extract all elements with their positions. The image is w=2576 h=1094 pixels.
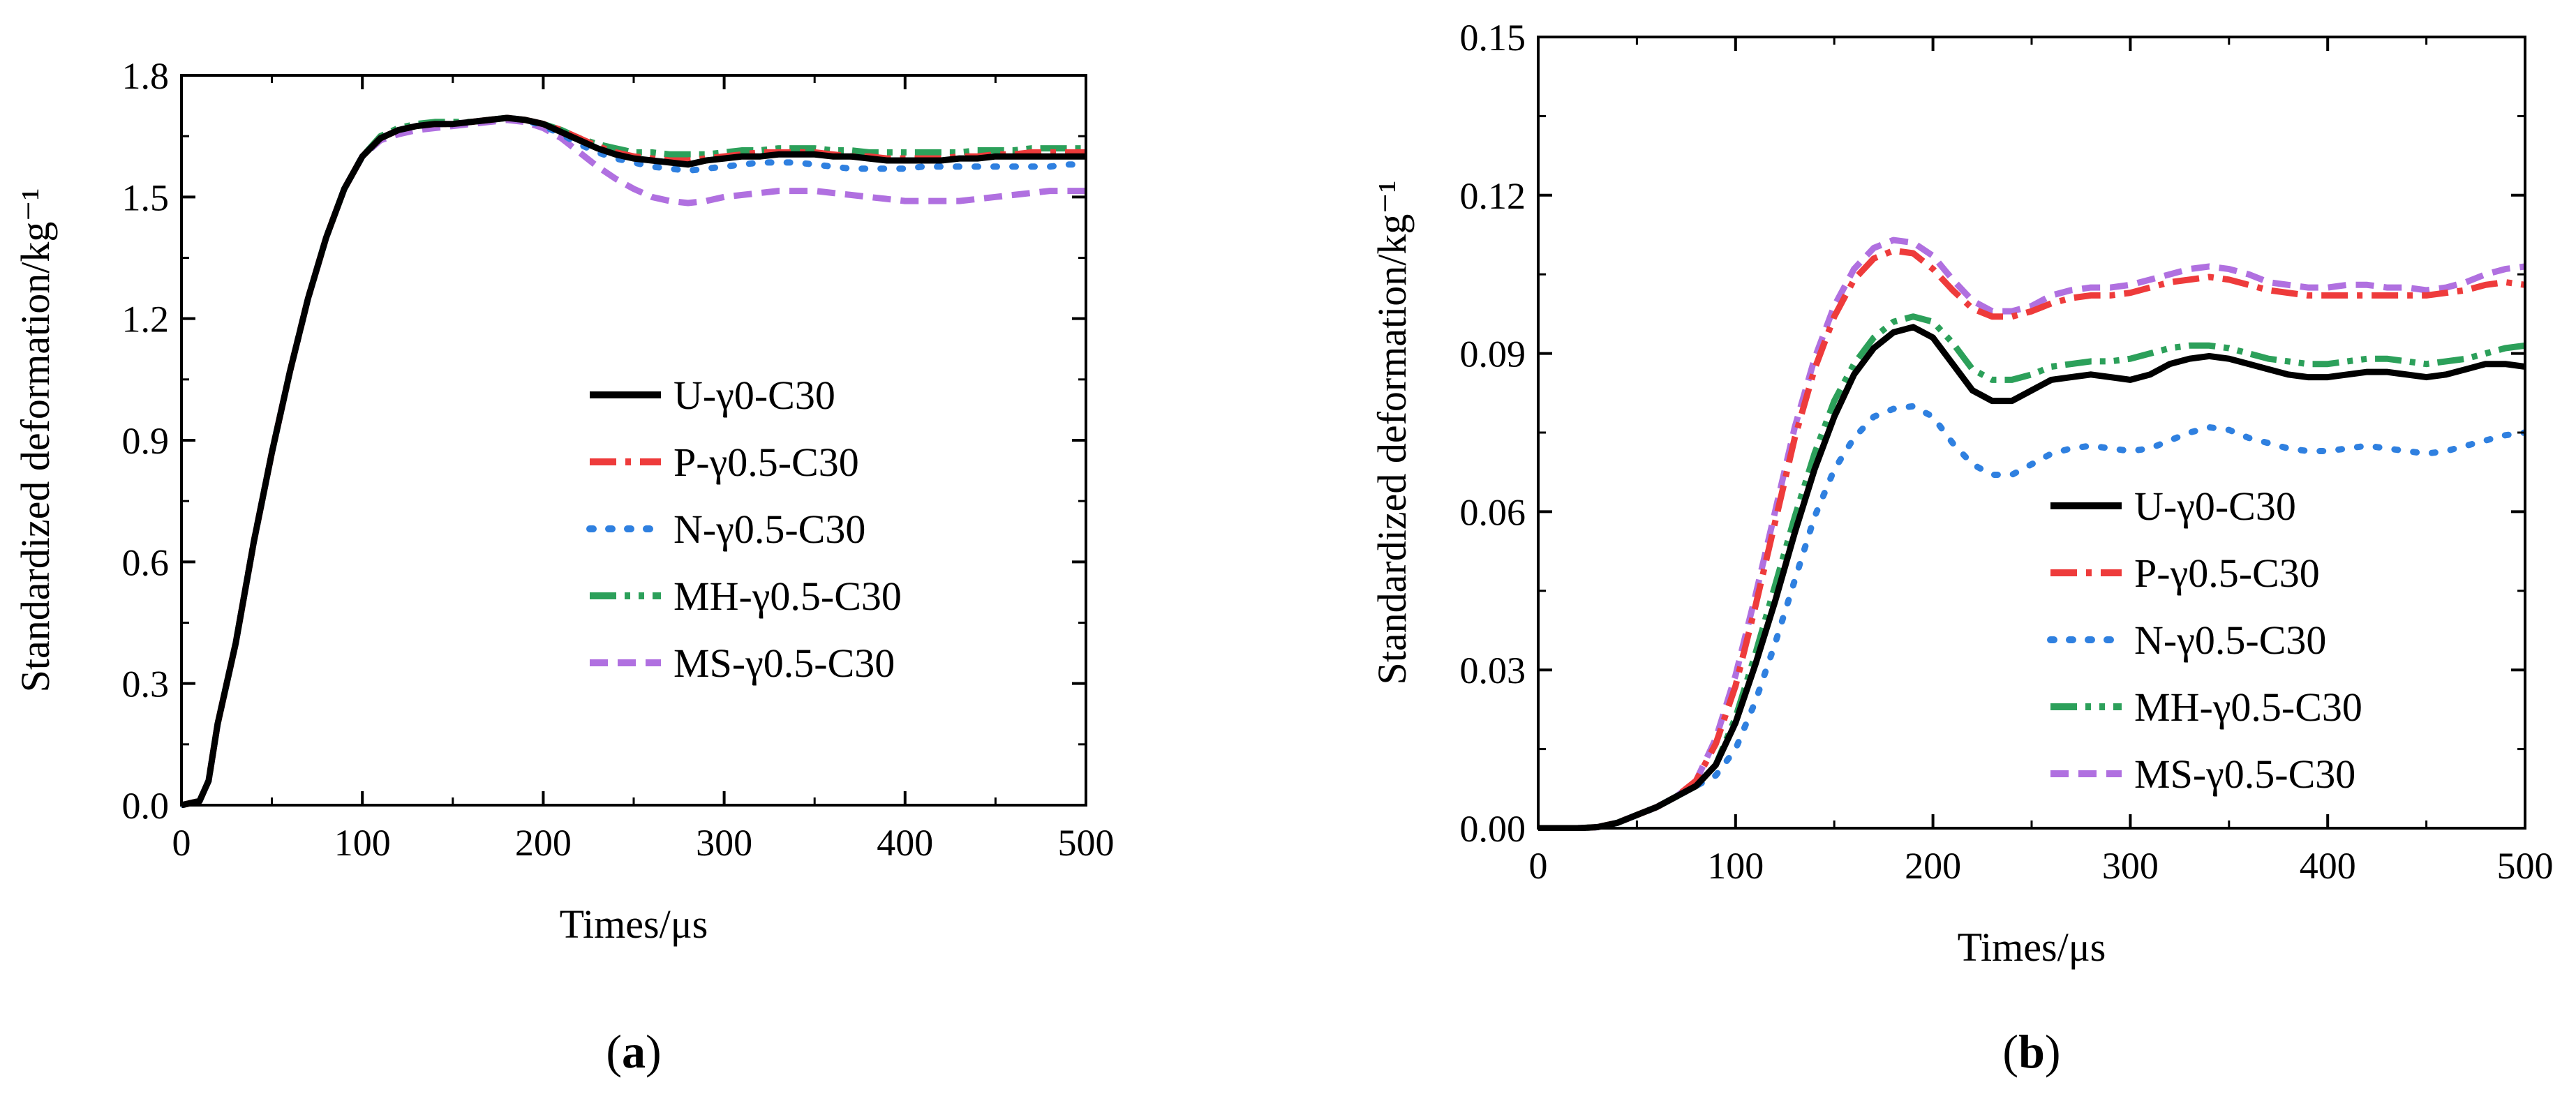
plot-frame bbox=[180, 74, 1087, 807]
series-line-MS-γ0.5-C30 bbox=[1538, 237, 2525, 831]
x-tick-label: 100 bbox=[1707, 845, 1764, 887]
y-tick-label: 1.5 bbox=[122, 177, 170, 218]
series-line-U-γ0-C30 bbox=[1538, 324, 2525, 831]
legend-label: MH-γ0.5-C30 bbox=[2134, 684, 2362, 730]
series-line-P-γ0.5-C30 bbox=[1538, 247, 2525, 831]
series-line-MS-γ0.5-C30 bbox=[181, 117, 1086, 808]
y-tick-label: 0.9 bbox=[122, 420, 170, 462]
plot-frame bbox=[1537, 36, 2526, 830]
legend-label: U-γ0-C30 bbox=[673, 373, 835, 418]
series-line-P-γ0.5-C30 bbox=[181, 114, 1086, 808]
legend-label: N-γ0.5-C30 bbox=[2134, 617, 2326, 663]
legend-label: MS-γ0.5-C30 bbox=[673, 640, 895, 686]
y-tick-label: 0.15 bbox=[1460, 17, 1526, 59]
legend-label: N-γ0.5-C30 bbox=[673, 507, 865, 552]
x-tick-label: 300 bbox=[2102, 845, 2159, 887]
legend: U-γ0-C30 P-γ0.5-C30 N-γ0.5-C30 MH-γ0.5-C30 M… bbox=[586, 373, 902, 686]
y-tick-label: 1.8 bbox=[122, 55, 170, 97]
y-tick-label: 0.12 bbox=[1460, 175, 1526, 217]
x-tick-label: 400 bbox=[2300, 845, 2356, 887]
legend: U-γ0-C30 P-γ0.5-C30 N-γ0.5-C30 MH-γ0.5-C30 M… bbox=[2047, 484, 2362, 797]
y-tick-label: 0.0 bbox=[122, 785, 170, 827]
x-tick-label: 100 bbox=[334, 822, 391, 864]
x-tick-label: 200 bbox=[515, 822, 572, 864]
y-tick-label: 0.06 bbox=[1460, 491, 1526, 533]
y-axis-title: Standardized deformation/kg⁻¹ bbox=[1369, 181, 1415, 685]
panel-label-letter: b bbox=[2018, 1025, 2045, 1078]
panel-label-open: ( bbox=[606, 1025, 622, 1078]
panel-label: (a) bbox=[606, 1025, 661, 1078]
legend-label: P-γ0.5-C30 bbox=[673, 440, 859, 485]
legend-label: MH-γ0.5-C30 bbox=[673, 574, 902, 619]
legend-label: MS-γ0.5-C30 bbox=[2134, 751, 2355, 797]
series-line-N-γ0.5-C30 bbox=[1538, 403, 2525, 831]
series-line-U-γ0-C30 bbox=[181, 114, 1086, 808]
x-axis-title: Times/μs bbox=[560, 901, 708, 947]
panel-label-open: ( bbox=[2002, 1025, 2018, 1078]
panel-label-close: ) bbox=[646, 1025, 662, 1078]
x-tick-label: 200 bbox=[1905, 845, 1961, 887]
series-line-MH-γ0.5-C30 bbox=[181, 114, 1086, 808]
y-tick-label: 0.6 bbox=[122, 541, 170, 583]
x-tick-label: 0 bbox=[1529, 845, 1548, 887]
x-tick-label: 0 bbox=[172, 822, 191, 864]
y-tick-label: 1.2 bbox=[122, 299, 170, 340]
panel-label: (b) bbox=[2002, 1025, 2060, 1078]
x-tick-label: 400 bbox=[877, 822, 933, 864]
x-tick-label: 500 bbox=[1058, 822, 1115, 864]
y-tick-label: 0.09 bbox=[1460, 334, 1526, 375]
series-line-N-γ0.5-C30 bbox=[181, 114, 1086, 808]
x-tick-label: 300 bbox=[696, 822, 752, 864]
chart-panel-a: 0 100 200 300 400 500 0.0 0.3 0.6 0.9 1.2 1.5 1.8 Tim… bbox=[13, 55, 1115, 1078]
y-axis-title: Standardized deformation/kg⁻¹ bbox=[13, 188, 58, 693]
x-tick-label: 500 bbox=[2497, 845, 2554, 887]
chart-panel-b: 0 100 200 300 400 500 0.00 0.03 0.06 0.09 0.12 0.15… bbox=[1369, 17, 2554, 1078]
panel-label-letter: a bbox=[622, 1025, 646, 1078]
panel-label-close: ) bbox=[2045, 1025, 2061, 1078]
legend-label: P-γ0.5-C30 bbox=[2134, 550, 2320, 596]
x-axis-title: Times/μs bbox=[1958, 924, 2106, 970]
y-tick-label: 0.00 bbox=[1460, 808, 1526, 850]
y-tick-label: 0.3 bbox=[122, 664, 170, 705]
y-tick-label: 0.03 bbox=[1460, 650, 1526, 691]
legend-label: U-γ0-C30 bbox=[2134, 484, 2296, 529]
